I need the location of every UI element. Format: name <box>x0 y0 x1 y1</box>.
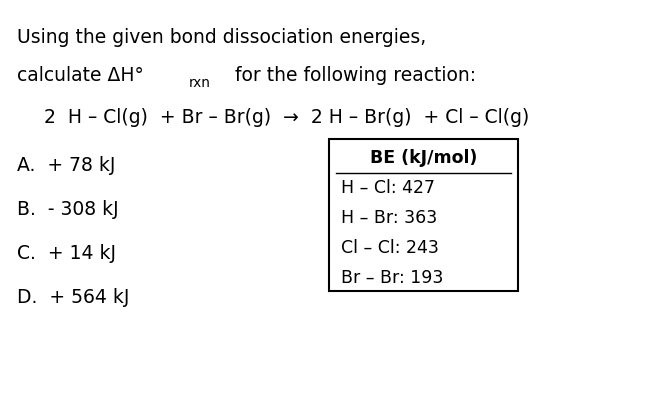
Text: calculate ΔH°: calculate ΔH° <box>17 66 144 85</box>
Text: 2  H – Cl(g)  + Br – Br(g)  →  2 H – Br(g)  + Cl – Cl(g): 2 H – Cl(g) + Br – Br(g) → 2 H – Br(g) +… <box>44 108 529 127</box>
Text: C.  + 14 kJ: C. + 14 kJ <box>17 244 117 263</box>
Text: H – Br: 363: H – Br: 363 <box>341 209 437 227</box>
Text: rxn: rxn <box>188 76 210 90</box>
Text: for the following reaction:: for the following reaction: <box>228 66 476 85</box>
Text: BE (kJ/mol): BE (kJ/mol) <box>370 149 477 167</box>
Text: D.  + 564 kJ: D. + 564 kJ <box>17 288 130 307</box>
FancyBboxPatch shape <box>330 139 518 291</box>
Text: A.  + 78 kJ: A. + 78 kJ <box>17 156 116 175</box>
Text: B.  - 308 kJ: B. - 308 kJ <box>17 200 119 219</box>
Text: H – Cl: 427: H – Cl: 427 <box>341 179 435 197</box>
Text: Cl – Cl: 243: Cl – Cl: 243 <box>341 239 439 257</box>
Text: Using the given bond dissociation energies,: Using the given bond dissociation energi… <box>17 28 427 47</box>
Text: Br – Br: 193: Br – Br: 193 <box>341 269 443 287</box>
